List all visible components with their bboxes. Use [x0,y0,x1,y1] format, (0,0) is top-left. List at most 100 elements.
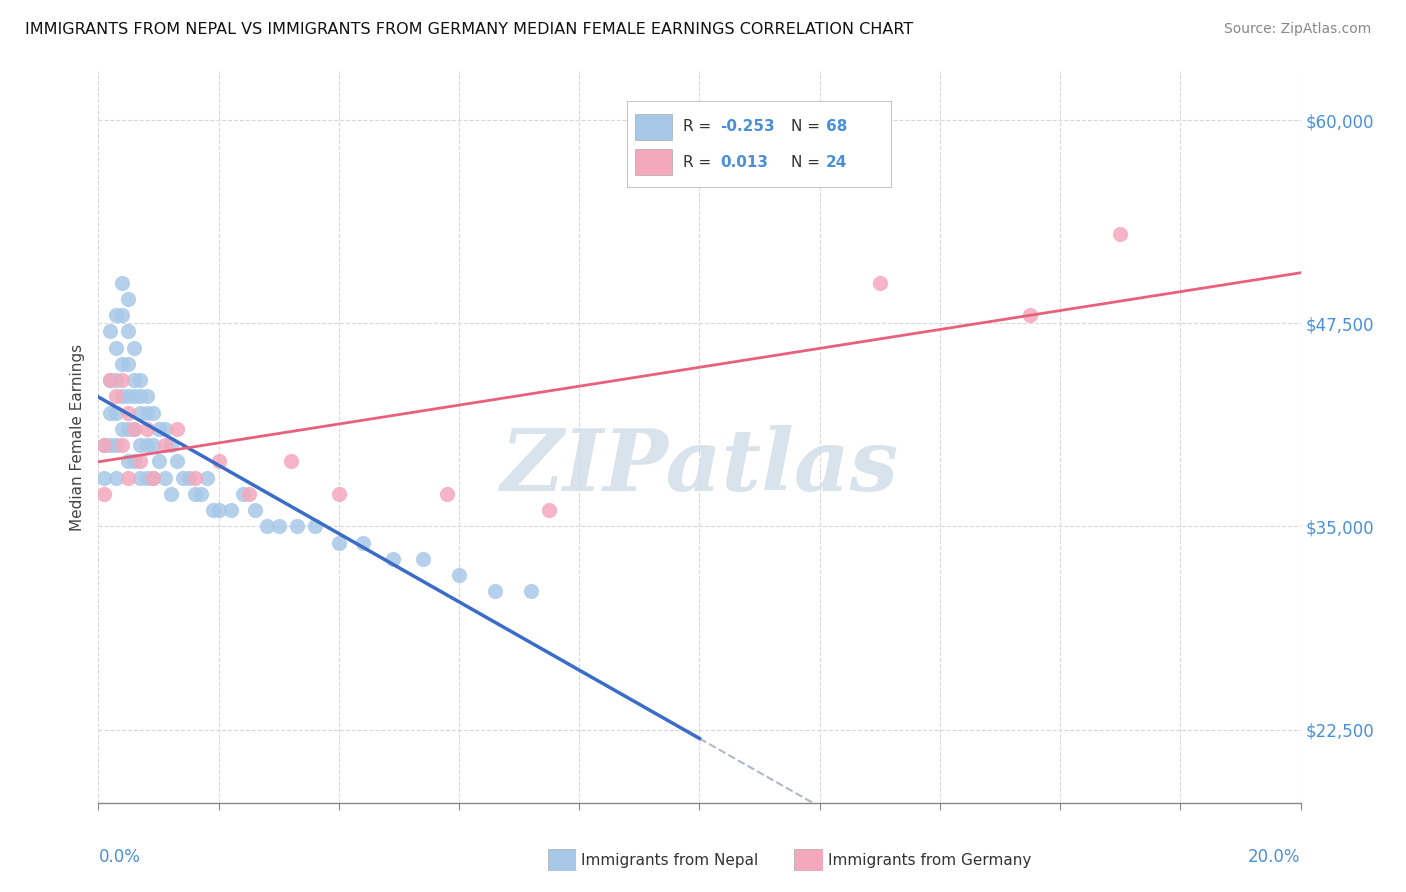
Point [381,552,404,566]
Point [111,357,134,371]
Point [141,471,163,485]
Text: ZIPatlas: ZIPatlas [501,425,898,508]
Point [148,454,170,468]
Point [256,519,278,533]
Point [201,503,224,517]
Point [238,487,260,501]
Point [117,389,139,403]
Point [124,454,146,468]
Point [1109,227,1132,241]
Point [111,422,134,436]
Point [124,341,146,355]
Point [412,552,434,566]
Text: Source: ZipAtlas.com: Source: ZipAtlas.com [1223,22,1371,37]
Point [232,487,254,501]
Point [208,454,231,468]
Point [100,373,122,387]
Point [195,471,218,485]
Point [484,584,506,599]
Point [105,308,128,322]
Point [100,406,122,420]
Point [135,422,157,436]
Point [153,471,176,485]
Point [148,422,170,436]
Point [93,471,115,485]
Point [436,487,458,501]
Point [285,519,308,533]
Point [117,292,139,306]
Point [141,406,163,420]
Point [135,438,157,452]
Point [100,373,122,387]
Point [159,487,181,501]
Point [117,325,139,339]
Point [141,471,163,485]
Point [111,389,134,403]
Point [1019,308,1042,322]
Point [243,503,266,517]
Point [172,471,194,485]
Point [100,438,122,452]
Point [105,373,128,387]
Point [153,422,176,436]
Point [183,471,205,485]
Point [129,438,152,452]
Point [183,487,205,501]
Point [267,519,290,533]
Point [111,438,134,452]
Point [129,406,152,420]
Point [208,503,231,517]
Point [117,357,139,371]
Text: IMMIGRANTS FROM NEPAL VS IMMIGRANTS FROM GERMANY MEDIAN FEMALE EARNINGS CORRELAT: IMMIGRANTS FROM NEPAL VS IMMIGRANTS FROM… [25,22,914,37]
Point [166,422,188,436]
Point [124,373,146,387]
Point [328,535,350,549]
Point [177,471,200,485]
Point [93,487,115,501]
Point [105,389,128,403]
Point [93,438,115,452]
Point [520,584,543,599]
Point [219,503,242,517]
Point [105,406,128,420]
Point [117,422,139,436]
Point [153,438,176,452]
Point [447,568,470,582]
Text: 0.0%: 0.0% [98,848,141,866]
Point [190,487,212,501]
Text: Immigrants from Germany: Immigrants from Germany [828,854,1032,868]
Point [105,471,128,485]
Point [129,389,152,403]
Point [135,389,157,403]
Text: 20.0%: 20.0% [1249,848,1301,866]
Point [166,454,188,468]
Point [105,341,128,355]
Point [352,535,374,549]
Point [100,325,122,339]
Point [129,373,152,387]
Point [124,422,146,436]
Point [124,389,146,403]
Point [93,438,115,452]
Point [111,373,134,387]
Point [129,454,152,468]
Point [280,454,302,468]
Point [135,406,157,420]
Point [129,471,152,485]
Point [141,438,163,452]
Point [117,406,139,420]
Point [869,276,891,290]
Point [159,438,181,452]
Y-axis label: Median Female Earnings: Median Female Earnings [69,343,84,531]
Point [135,471,157,485]
Point [117,471,139,485]
Point [304,519,326,533]
Point [124,422,146,436]
Text: Immigrants from Nepal: Immigrants from Nepal [581,854,758,868]
Point [111,308,134,322]
Point [538,503,561,517]
Point [105,438,128,452]
Point [328,487,350,501]
Point [111,276,134,290]
Point [117,454,139,468]
